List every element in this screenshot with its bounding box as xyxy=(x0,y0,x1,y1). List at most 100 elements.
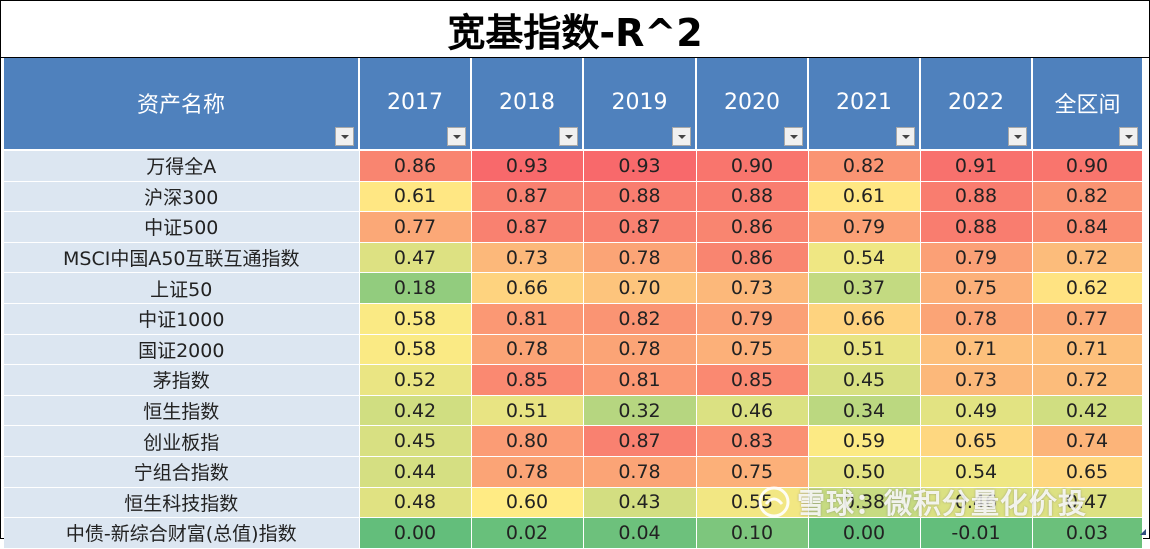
r-squared-cell[interactable]: 0.79 xyxy=(920,242,1033,274)
r-squared-cell[interactable]: 0.61 xyxy=(808,181,921,213)
asset-name-cell[interactable]: 沪深300 xyxy=(4,181,360,213)
r-squared-cell[interactable]: 0.47 xyxy=(359,242,472,274)
filter-dropdown-button[interactable] xyxy=(672,127,691,146)
r-squared-cell[interactable]: 0.52 xyxy=(359,364,472,396)
r-squared-cell[interactable]: 0.71 xyxy=(1032,334,1143,366)
r-squared-cell[interactable]: 0.45 xyxy=(808,364,921,396)
filter-dropdown-button[interactable] xyxy=(447,127,466,146)
r-squared-cell[interactable]: 0.77 xyxy=(1032,303,1143,335)
r-squared-cell[interactable]: 0.88 xyxy=(920,211,1033,243)
r-squared-cell[interactable]: 0.78 xyxy=(583,456,697,488)
r-squared-cell[interactable]: 0.82 xyxy=(808,148,921,182)
r-squared-cell[interactable]: 0.02 xyxy=(471,517,584,549)
r-squared-cell[interactable]: 0.85 xyxy=(696,364,809,396)
r-squared-cell[interactable]: 0.86 xyxy=(696,242,809,274)
r-squared-cell[interactable]: 0.78 xyxy=(583,242,697,274)
r-squared-cell[interactable]: 0.66 xyxy=(471,272,584,304)
r-squared-cell[interactable]: 0.46 xyxy=(920,487,1033,519)
r-squared-cell[interactable]: 0.73 xyxy=(920,364,1033,396)
r-squared-cell[interactable]: 0.42 xyxy=(1032,395,1143,427)
asset-name-cell[interactable]: 茅指数 xyxy=(4,364,360,396)
asset-name-cell[interactable]: 国证2000 xyxy=(4,334,360,366)
r-squared-cell[interactable]: 0.37 xyxy=(808,272,921,304)
filter-dropdown-button[interactable] xyxy=(559,127,578,146)
r-squared-cell[interactable]: 0.87 xyxy=(583,425,697,457)
r-squared-cell[interactable]: 0.90 xyxy=(1032,148,1143,182)
r-squared-cell[interactable]: 0.79 xyxy=(808,211,921,243)
r-squared-cell[interactable]: 0.10 xyxy=(696,517,809,549)
filter-dropdown-button[interactable] xyxy=(335,127,354,146)
asset-name-cell[interactable]: 中证1000 xyxy=(4,303,360,335)
r-squared-cell[interactable]: 0.43 xyxy=(583,487,697,519)
r-squared-cell[interactable]: 0.46 xyxy=(696,395,809,427)
r-squared-cell[interactable]: 0.71 xyxy=(920,334,1033,366)
r-squared-cell[interactable]: 0.38 xyxy=(808,487,921,519)
r-squared-cell[interactable]: 0.66 xyxy=(808,303,921,335)
r-squared-cell[interactable]: 0.87 xyxy=(471,211,584,243)
r-squared-cell[interactable]: 0.03 xyxy=(1032,517,1143,549)
r-squared-cell[interactable]: 0.77 xyxy=(359,211,472,243)
r-squared-cell[interactable]: 0.83 xyxy=(696,425,809,457)
r-squared-cell[interactable]: 0.81 xyxy=(583,364,697,396)
r-squared-cell[interactable]: 0.54 xyxy=(808,242,921,274)
filter-dropdown-button[interactable] xyxy=(896,127,915,146)
r-squared-cell[interactable]: 0.72 xyxy=(1032,364,1143,396)
r-squared-cell[interactable]: 0.34 xyxy=(808,395,921,427)
asset-name-cell[interactable]: 创业板指 xyxy=(4,425,360,457)
asset-name-cell[interactable]: 上证50 xyxy=(4,272,360,304)
r-squared-cell[interactable]: 0.88 xyxy=(920,181,1033,213)
r-squared-cell[interactable]: 0.51 xyxy=(471,395,584,427)
r-squared-cell[interactable]: 0.58 xyxy=(359,334,472,366)
r-squared-cell[interactable]: 0.86 xyxy=(696,211,809,243)
r-squared-cell[interactable]: 0.04 xyxy=(583,517,697,549)
r-squared-cell[interactable]: 0.84 xyxy=(1032,211,1143,243)
r-squared-cell[interactable]: 0.70 xyxy=(583,272,697,304)
asset-name-cell[interactable]: 中债-新综合财富(总值)指数 xyxy=(4,517,360,549)
r-squared-cell[interactable]: 0.82 xyxy=(583,303,697,335)
r-squared-cell[interactable]: 0.55 xyxy=(696,487,809,519)
r-squared-cell[interactable]: 0.65 xyxy=(1032,456,1143,488)
r-squared-cell[interactable]: 0.85 xyxy=(471,364,584,396)
asset-name-cell[interactable]: 中证500 xyxy=(4,211,360,243)
r-squared-cell[interactable]: 0.42 xyxy=(359,395,472,427)
r-squared-cell[interactable]: 0.91 xyxy=(920,148,1033,182)
r-squared-cell[interactable]: 0.00 xyxy=(359,517,472,549)
r-squared-cell[interactable]: 0.00 xyxy=(808,517,921,549)
r-squared-cell[interactable]: 0.74 xyxy=(1032,425,1143,457)
r-squared-cell[interactable]: 0.75 xyxy=(696,456,809,488)
asset-name-cell[interactable]: 万得全A xyxy=(4,148,360,182)
r-squared-cell[interactable]: 0.78 xyxy=(583,334,697,366)
r-squared-cell[interactable]: 0.78 xyxy=(920,303,1033,335)
r-squared-cell[interactable]: 0.88 xyxy=(583,181,697,213)
r-squared-cell[interactable]: 0.93 xyxy=(583,148,697,182)
r-squared-cell[interactable]: 0.93 xyxy=(471,148,584,182)
r-squared-cell[interactable]: 0.47 xyxy=(1032,487,1143,519)
r-squared-cell[interactable]: 0.82 xyxy=(1032,181,1143,213)
r-squared-cell[interactable]: 0.81 xyxy=(471,303,584,335)
r-squared-cell[interactable]: 0.32 xyxy=(583,395,697,427)
r-squared-cell[interactable]: 0.61 xyxy=(359,181,472,213)
r-squared-cell[interactable]: 0.49 xyxy=(920,395,1033,427)
r-squared-cell[interactable]: 0.75 xyxy=(696,334,809,366)
r-squared-cell[interactable]: 0.72 xyxy=(1032,242,1143,274)
r-squared-cell[interactable]: 0.86 xyxy=(359,148,472,182)
r-squared-cell[interactable]: 0.45 xyxy=(359,425,472,457)
r-squared-cell[interactable]: 0.79 xyxy=(696,303,809,335)
r-squared-cell[interactable]: 0.73 xyxy=(471,242,584,274)
filter-dropdown-button[interactable] xyxy=(784,127,803,146)
r-squared-cell[interactable]: 0.75 xyxy=(920,272,1033,304)
r-squared-cell[interactable]: 0.87 xyxy=(583,211,697,243)
r-squared-cell[interactable]: 0.60 xyxy=(471,487,584,519)
r-squared-cell[interactable]: 0.59 xyxy=(808,425,921,457)
r-squared-cell[interactable]: 0.65 xyxy=(920,425,1033,457)
asset-name-cell[interactable]: 宁组合指数 xyxy=(4,456,360,488)
r-squared-cell[interactable]: 0.78 xyxy=(471,334,584,366)
resize-handle-icon[interactable] xyxy=(1140,529,1146,535)
r-squared-cell[interactable]: 0.78 xyxy=(471,456,584,488)
r-squared-cell[interactable]: 0.90 xyxy=(696,148,809,182)
r-squared-cell[interactable]: -0.01 xyxy=(920,517,1033,549)
asset-name-cell[interactable]: 恒生指数 xyxy=(4,395,360,427)
r-squared-cell[interactable]: 0.73 xyxy=(696,272,809,304)
r-squared-cell[interactable]: 0.51 xyxy=(808,334,921,366)
r-squared-cell[interactable]: 0.88 xyxy=(696,181,809,213)
